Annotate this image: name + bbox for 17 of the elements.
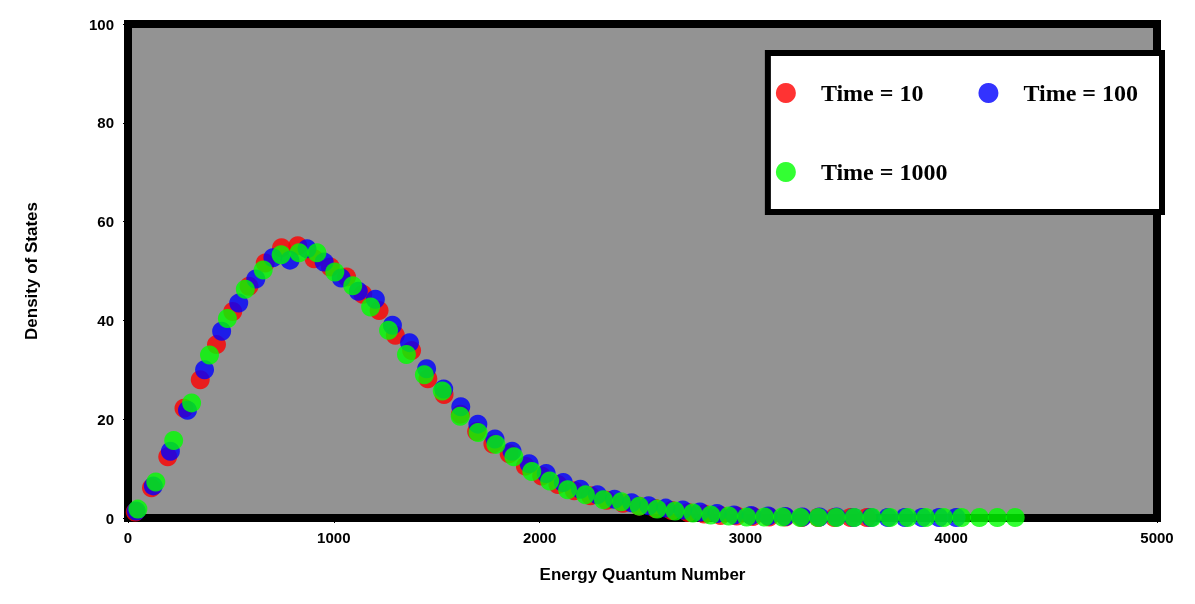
y-tick-label: 80: [97, 114, 114, 132]
x-tick-label: 0: [123, 529, 133, 546]
x-tick-label: 5000: [1140, 529, 1174, 546]
legend-label: Time = 100: [1023, 80, 1138, 106]
y-tick-label: 100: [88, 15, 114, 33]
y-tick-label: 0: [105, 509, 114, 527]
x-tick-label: 4000: [934, 529, 968, 546]
legend-label: Time = 1000: [820, 159, 948, 185]
y-tick-label: 20: [97, 410, 114, 428]
y-tick-label: 60: [97, 213, 114, 231]
x-tick-label: 2000: [522, 529, 557, 546]
x-tick-label: 1000: [317, 529, 351, 546]
y-tick-label: 40: [97, 311, 114, 329]
legend-label: Time = 10: [820, 80, 924, 106]
x-tick-label: 3000: [728, 529, 763, 546]
x-axis-title: Energy Quantum Number: [539, 565, 746, 584]
y-axis-title: Density of States: [22, 202, 41, 340]
